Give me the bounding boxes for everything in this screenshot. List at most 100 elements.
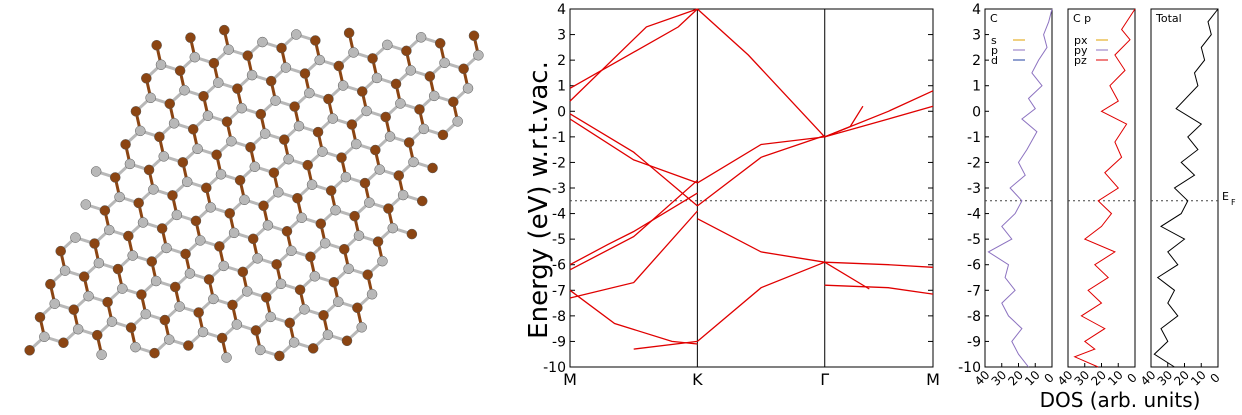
y-tick-label: -9 bbox=[967, 334, 981, 350]
lattice-atom bbox=[203, 274, 215, 285]
lattice-atom bbox=[158, 151, 170, 162]
lattice-atom bbox=[462, 83, 474, 94]
lattice-atom bbox=[408, 156, 419, 168]
band-line bbox=[633, 340, 698, 350]
lattice-atom bbox=[343, 27, 355, 39]
lattice-atom bbox=[364, 197, 375, 208]
y-tick-label: -1 bbox=[967, 130, 981, 146]
lattice-atom bbox=[136, 289, 147, 300]
lattice-atom bbox=[387, 222, 399, 234]
lattice-atom bbox=[349, 210, 360, 222]
lattice-atom bbox=[208, 57, 220, 69]
lattice-atom bbox=[45, 278, 56, 290]
lattice-atom bbox=[309, 271, 321, 282]
dos-panel-title: C bbox=[990, 12, 998, 25]
dos-line bbox=[1073, 8, 1136, 368]
lattice-atom bbox=[171, 209, 183, 221]
lattice-atom bbox=[239, 194, 250, 206]
lattice-atom bbox=[261, 292, 272, 303]
lattice-atom bbox=[437, 129, 449, 141]
legend-label: px bbox=[1074, 34, 1088, 47]
lattice-atom bbox=[39, 331, 50, 343]
lattice-atom bbox=[236, 102, 247, 114]
band-line bbox=[824, 261, 870, 290]
x-tick-label: 10 bbox=[1022, 368, 1043, 389]
lattice-atom bbox=[174, 301, 185, 312]
lattice-atom bbox=[232, 83, 243, 94]
lattice-atom bbox=[90, 166, 102, 177]
lattice-atom bbox=[361, 105, 372, 117]
lattice-atom bbox=[242, 50, 253, 61]
lattice-atom bbox=[258, 200, 269, 212]
lattice-atom bbox=[415, 32, 427, 43]
lattice-atom bbox=[257, 36, 268, 48]
lattice-atom bbox=[341, 335, 353, 347]
lattice-atom bbox=[371, 72, 383, 84]
y-tick-label: -1 bbox=[552, 130, 566, 146]
ef-label: E bbox=[1222, 190, 1229, 203]
lattice-atom bbox=[227, 299, 238, 311]
lattice-atom bbox=[130, 341, 141, 353]
dos-panel-title: Total bbox=[1155, 12, 1182, 25]
lattice-atom bbox=[148, 184, 159, 195]
lattice-atom bbox=[117, 283, 128, 294]
lattice-atom bbox=[252, 253, 263, 264]
lattice-atom bbox=[72, 323, 84, 335]
band-line bbox=[824, 105, 864, 138]
lattice-atom bbox=[414, 104, 425, 115]
lattice-atom bbox=[390, 78, 402, 90]
lattice-atom bbox=[294, 284, 306, 296]
lattice-atom bbox=[382, 39, 393, 51]
lattice-atom bbox=[305, 251, 316, 263]
lattice-atom bbox=[370, 144, 381, 156]
lattice-atom bbox=[352, 302, 363, 314]
lattice-atom bbox=[49, 298, 60, 309]
lattice-atom bbox=[234, 175, 246, 186]
lattice-atom bbox=[83, 290, 94, 302]
y-tick-label: 1 bbox=[972, 79, 981, 95]
lattice-atom bbox=[208, 293, 219, 305]
lattice-atom bbox=[362, 269, 373, 280]
y-tick-label: -10 bbox=[958, 360, 981, 376]
lattice-atom bbox=[168, 118, 180, 129]
lattice-atom bbox=[146, 256, 158, 267]
y-tick-label: -7 bbox=[552, 283, 566, 299]
y-tick-label: -4 bbox=[552, 207, 566, 223]
lattice-atom bbox=[397, 189, 409, 201]
lattice-atom bbox=[164, 98, 175, 110]
lattice-atom bbox=[312, 126, 324, 138]
lattice-atom bbox=[268, 167, 280, 178]
lattice-atom bbox=[221, 116, 233, 127]
lattice-atom bbox=[255, 344, 266, 356]
lattice-atom bbox=[214, 241, 225, 252]
lattice-atom bbox=[180, 248, 191, 260]
lattice-atom bbox=[448, 96, 459, 108]
lattice-atom bbox=[167, 190, 178, 201]
lattice-atom bbox=[140, 308, 152, 320]
band-line bbox=[569, 8, 698, 89]
y-tick-label: -4 bbox=[967, 207, 981, 223]
lattice-atom bbox=[280, 62, 292, 73]
lattice-atom bbox=[156, 223, 168, 234]
lattice-atom bbox=[356, 322, 367, 333]
lattice-atom bbox=[123, 230, 134, 242]
lattice-atom bbox=[434, 38, 446, 49]
y-tick-label: 4 bbox=[972, 2, 981, 18]
y-tick-label: 3 bbox=[972, 28, 981, 44]
lattice-atom bbox=[141, 73, 152, 84]
lattice-atom bbox=[286, 245, 297, 257]
lattice-atom bbox=[336, 152, 347, 163]
lattice-atom bbox=[416, 195, 428, 207]
y-tick-label: -6 bbox=[967, 258, 981, 274]
lattice-atom bbox=[367, 53, 378, 64]
lattice-atom bbox=[290, 29, 302, 40]
lattice-atom bbox=[275, 278, 287, 290]
legend-label: pz bbox=[1074, 54, 1087, 67]
x-tick-label: 10 bbox=[1188, 368, 1209, 389]
x-tick-label: 10 bbox=[1105, 368, 1126, 389]
lattice-atom bbox=[372, 236, 384, 247]
lattice-atom bbox=[337, 80, 349, 91]
lattice-atom bbox=[68, 304, 80, 315]
